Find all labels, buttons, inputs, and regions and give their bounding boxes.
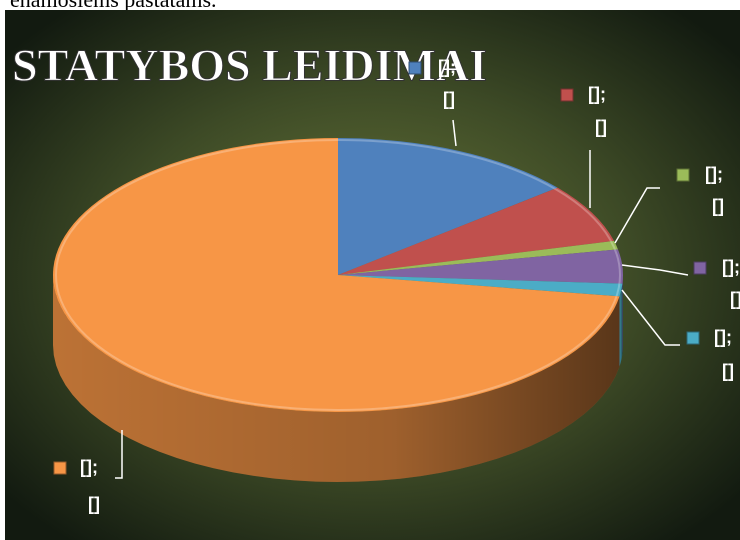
data-label: [] xyxy=(730,289,740,309)
leader-line xyxy=(115,430,123,479)
side-shade xyxy=(619,283,623,367)
leader-line xyxy=(621,264,689,276)
leader-line xyxy=(452,119,457,147)
leader-line xyxy=(621,289,680,346)
data-label: [] xyxy=(712,196,724,216)
legend-key xyxy=(53,461,67,475)
data-label: [] xyxy=(595,117,607,137)
legend-key xyxy=(560,88,574,102)
legend-key xyxy=(686,331,700,345)
slice xyxy=(52,138,620,412)
header-text: enamosiems pastatams. xyxy=(10,0,217,12)
pie xyxy=(52,138,623,482)
data-label: [] xyxy=(443,89,455,109)
legend-key xyxy=(693,261,707,275)
data-label: []; xyxy=(588,84,606,104)
data-label: []; xyxy=(714,327,732,347)
chart-title: STATYBOS LEIDIMAI xyxy=(12,40,487,91)
legend-key xyxy=(408,61,422,75)
data-label: []; xyxy=(80,457,98,477)
leader-line xyxy=(614,187,660,244)
legend-key xyxy=(676,168,690,182)
slice xyxy=(338,275,623,297)
data-label: []; xyxy=(722,257,740,277)
data-label: []; xyxy=(438,57,456,77)
data-label: [] xyxy=(88,494,100,514)
side-shade xyxy=(622,275,623,354)
slice xyxy=(338,138,558,275)
side-shade xyxy=(53,275,620,482)
data-label: [] xyxy=(722,361,734,381)
slice xyxy=(338,249,623,284)
data-label: []; xyxy=(705,164,723,184)
slice xyxy=(338,240,618,275)
rim-highlight xyxy=(55,139,621,411)
slice xyxy=(338,187,615,275)
